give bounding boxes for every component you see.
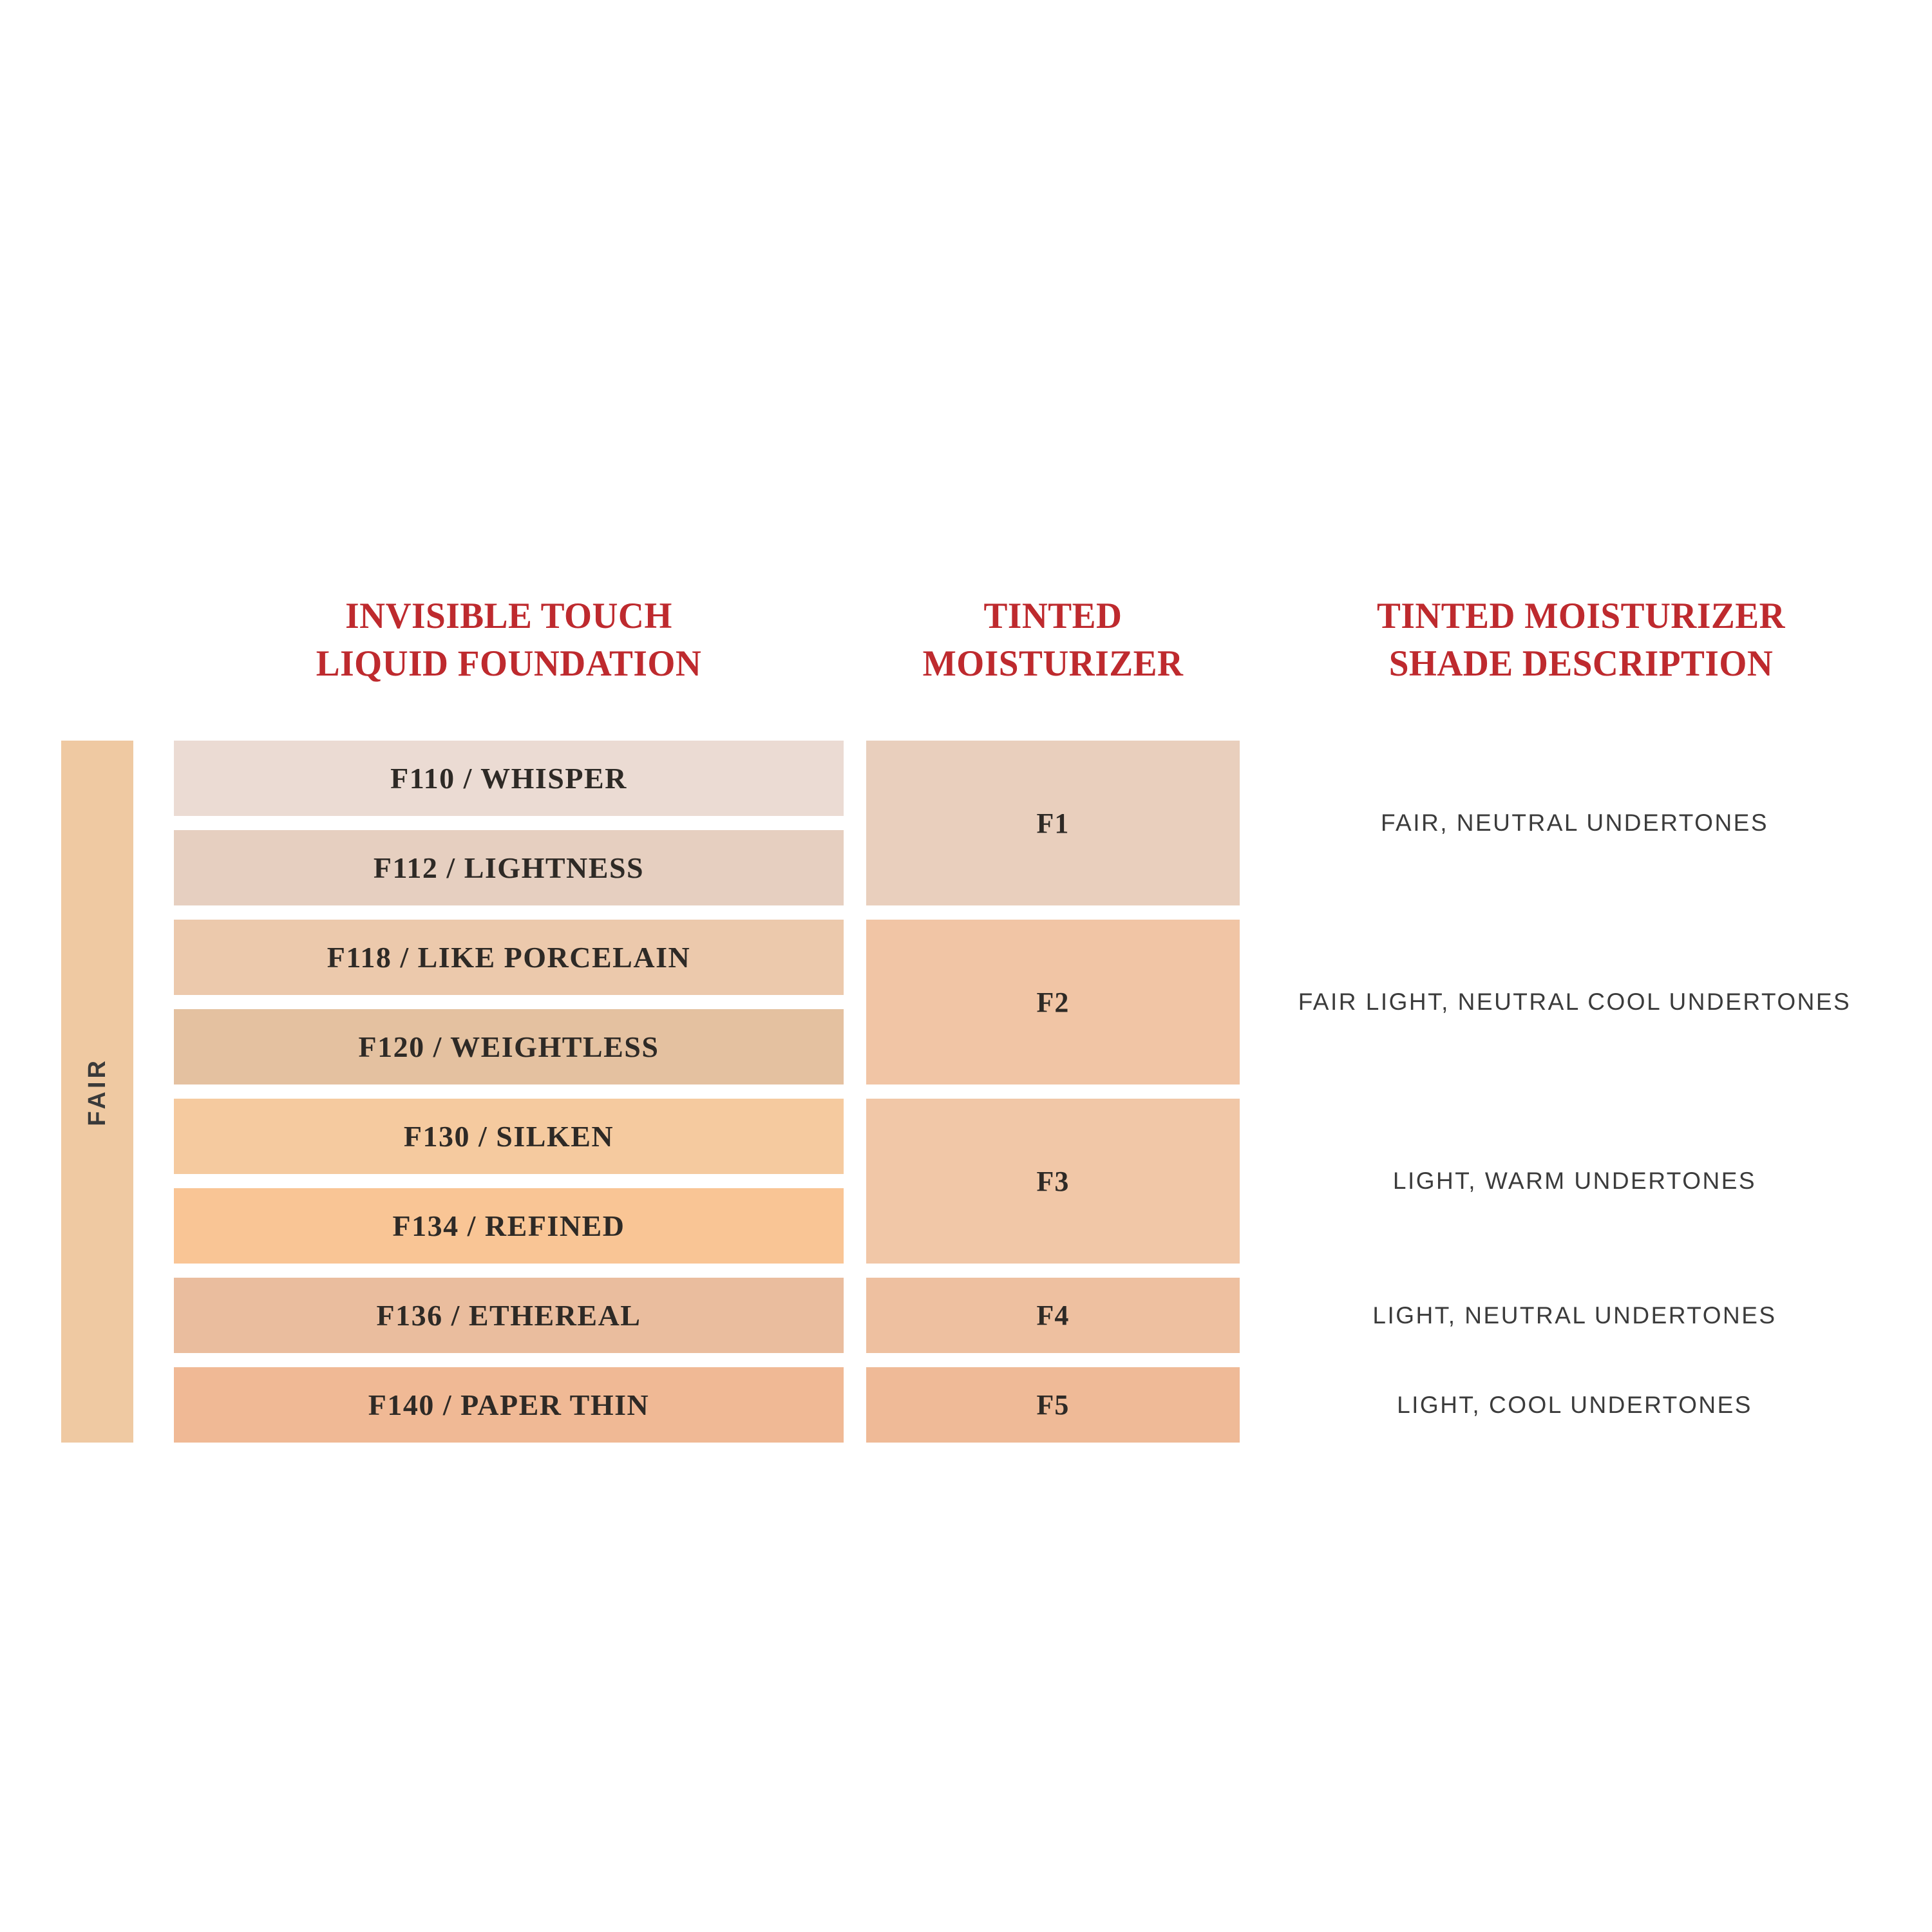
column-title-desc-line1: TINTED MOISTURIZER: [1377, 596, 1785, 636]
foundation-swatch-label: F140 / PAPER THIN: [368, 1388, 650, 1421]
foundation-swatch-label: F136 / ETHEREAL: [376, 1299, 641, 1332]
fair-category-label: FAIR: [83, 1057, 111, 1126]
column-title-desc-line2: SHADE DESCRIPTION: [1388, 643, 1774, 684]
foundation-swatch-label: F110 / WHISPER: [390, 762, 627, 795]
tinted-moisturizer-label: F4: [1036, 1300, 1070, 1331]
tinted-moisturizer-swatch-f1: F1: [866, 741, 1240, 905]
foundation-swatch-f134: F134 / REFINED: [174, 1188, 844, 1264]
tinted-moisturizer-label: F3: [1036, 1165, 1070, 1197]
tinted-moisturizer-label: F1: [1036, 807, 1070, 839]
fair-category-bar: FAIR: [61, 741, 133, 1443]
shade-description-text: LIGHT, NEUTRAL UNDERTONES: [1372, 1302, 1777, 1329]
foundation-swatch-f112: F112 / LIGHTNESS: [174, 830, 844, 905]
foundation-swatch-f140: F140 / PAPER THIN: [174, 1367, 844, 1443]
shade-description-f3: LIGHT, WARM UNDERTONES: [1262, 1099, 1887, 1264]
shade-description-f4: LIGHT, NEUTRAL UNDERTONES: [1262, 1278, 1887, 1353]
foundation-swatch-f130: F130 / SILKEN: [174, 1099, 844, 1174]
shade-description-text: LIGHT, COOL UNDERTONES: [1397, 1391, 1752, 1418]
column-title-tinted-line2: MOISTURIZER: [922, 643, 1184, 684]
column-title-foundation: INVISIBLE TOUCH LIQUID FOUNDATION: [184, 592, 834, 688]
foundation-swatch-label: F134 / REFINED: [392, 1209, 625, 1242]
foundation-swatch-f136: F136 / ETHEREAL: [174, 1278, 844, 1353]
shade-description-text: FAIR, NEUTRAL UNDERTONES: [1380, 810, 1769, 836]
foundation-swatch-label: F118 / LIKE PORCELAIN: [327, 941, 691, 974]
tinted-moisturizer-swatch-f5: F5: [866, 1367, 1240, 1443]
column-title-tinted-line1: TINTED: [983, 596, 1122, 636]
foundation-swatch-label: F130 / SILKEN: [403, 1120, 614, 1153]
shade-description-text: LIGHT, WARM UNDERTONES: [1392, 1168, 1757, 1194]
column-title-shade-description: TINTED MOISTURIZER SHADE DESCRIPTION: [1275, 592, 1888, 688]
foundation-swatch-f118: F118 / LIKE PORCELAIN: [174, 920, 844, 995]
tinted-moisturizer-label: F2: [1036, 986, 1070, 1018]
foundation-swatch-label: F112 / LIGHTNESS: [373, 851, 645, 884]
tinted-moisturizer-swatch-f4: F4: [866, 1278, 1240, 1353]
shade-description-f1: FAIR, NEUTRAL UNDERTONES: [1262, 741, 1887, 905]
tinted-moisturizer-swatch-f3: F3: [866, 1099, 1240, 1264]
column-title-foundation-line2: LIQUID FOUNDATION: [316, 643, 702, 684]
tinted-moisturizer-label: F5: [1036, 1389, 1070, 1421]
foundation-swatch-label: F120 / WEIGHTLESS: [358, 1030, 659, 1063]
shade-description-f2: FAIR LIGHT, NEUTRAL COOL UNDERTONES: [1262, 920, 1887, 1084]
foundation-swatch-f110: F110 / WHISPER: [174, 741, 844, 816]
shade-description-f5: LIGHT, COOL UNDERTONES: [1262, 1367, 1887, 1443]
tinted-moisturizer-swatch-f2: F2: [866, 920, 1240, 1084]
foundation-swatch-f120: F120 / WEIGHTLESS: [174, 1009, 844, 1084]
column-title-tinted-moisturizer: TINTED MOISTURIZER: [872, 592, 1235, 688]
shade-description-text: FAIR LIGHT, NEUTRAL COOL UNDERTONES: [1298, 989, 1852, 1015]
column-title-foundation-line1: INVISIBLE TOUCH: [345, 596, 672, 636]
